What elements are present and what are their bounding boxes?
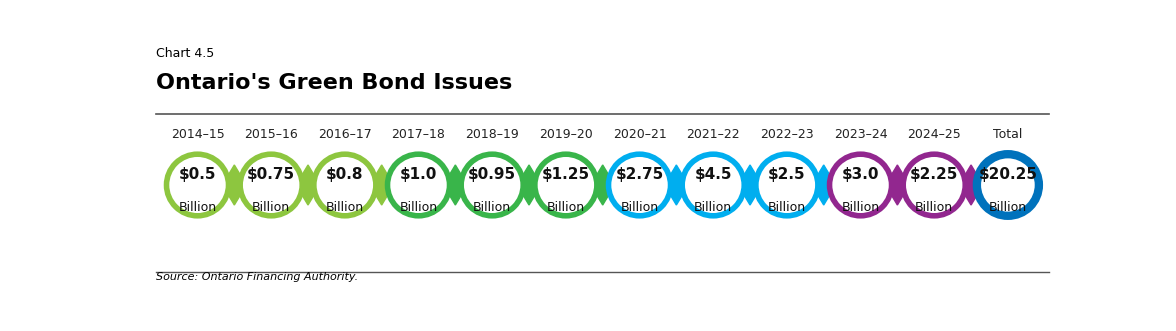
Text: Total: Total [994,128,1023,141]
Text: $0.95: $0.95 [468,167,516,182]
Text: Billion: Billion [326,202,363,214]
Polygon shape [664,165,688,205]
Text: $1.25: $1.25 [542,167,590,182]
Text: Chart 4.5: Chart 4.5 [156,47,214,60]
Ellipse shape [240,154,302,216]
Polygon shape [886,165,909,205]
Text: Billion: Billion [473,202,512,214]
Polygon shape [369,165,394,205]
Ellipse shape [829,154,891,216]
Polygon shape [517,165,541,205]
Text: Source: Ontario Financing Authority.: Source: Ontario Financing Authority. [156,272,359,282]
Ellipse shape [535,154,597,216]
Text: $2.75: $2.75 [615,167,663,182]
Text: $0.5: $0.5 [179,167,216,182]
Polygon shape [222,165,247,205]
Text: 2018–19: 2018–19 [466,128,519,141]
Text: $2.5: $2.5 [768,167,806,182]
Text: 2021–22: 2021–22 [687,128,740,141]
Text: Billion: Billion [915,202,954,214]
Text: Billion: Billion [694,202,733,214]
Polygon shape [739,165,762,205]
Ellipse shape [388,154,449,216]
Text: 2020–21: 2020–21 [613,128,667,141]
Polygon shape [590,165,615,205]
Text: 2022–23: 2022–23 [760,128,814,141]
Text: Billion: Billion [400,202,437,214]
Ellipse shape [314,154,376,216]
Ellipse shape [756,154,817,216]
Ellipse shape [461,154,523,216]
Text: $0.8: $0.8 [326,167,363,182]
Ellipse shape [903,154,965,216]
Polygon shape [296,165,320,205]
Polygon shape [443,165,467,205]
Text: Billion: Billion [547,202,584,214]
Ellipse shape [682,154,744,216]
Text: Billion: Billion [179,202,216,214]
Text: $1.0: $1.0 [400,167,437,182]
Text: $0.75: $0.75 [247,167,295,182]
Text: Billion: Billion [989,202,1027,214]
Ellipse shape [167,154,228,216]
Text: Billion: Billion [621,202,659,214]
Text: Billion: Billion [252,202,290,214]
Text: 2016–17: 2016–17 [318,128,372,141]
Text: $20.25: $20.25 [978,167,1037,182]
Text: 2019–20: 2019–20 [539,128,593,141]
Polygon shape [958,165,983,205]
Ellipse shape [977,154,1038,216]
Ellipse shape [608,154,670,216]
Polygon shape [811,165,836,205]
Text: $4.5: $4.5 [695,167,731,182]
Text: 2024–25: 2024–25 [908,128,961,141]
Text: 2015–16: 2015–16 [245,128,298,141]
Text: $2.25: $2.25 [910,167,958,182]
Text: 2014–15: 2014–15 [171,128,225,141]
Text: Ontario's Green Bond Issues: Ontario's Green Bond Issues [156,73,513,93]
Text: $3.0: $3.0 [842,167,880,182]
Text: 2023–24: 2023–24 [834,128,888,141]
Text: Billion: Billion [842,202,880,214]
Text: 2017–18: 2017–18 [392,128,446,141]
Text: Billion: Billion [768,202,806,214]
